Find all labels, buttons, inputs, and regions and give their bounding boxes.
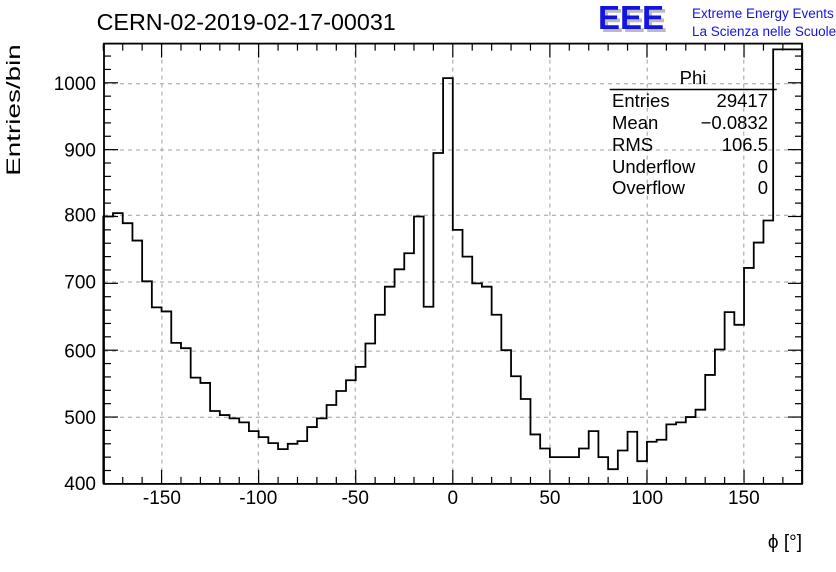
svg-text:Overflow: Overflow — [612, 177, 686, 198]
svg-text:RMS: RMS — [612, 134, 653, 155]
svg-text:50: 50 — [539, 488, 560, 509]
svg-text:0: 0 — [758, 177, 768, 198]
svg-text:600: 600 — [64, 342, 96, 363]
svg-text:-150: -150 — [143, 488, 181, 509]
svg-text:100: 100 — [631, 488, 663, 509]
svg-text:900: 900 — [64, 141, 96, 162]
svg-text:0: 0 — [448, 488, 459, 509]
svg-text:0: 0 — [758, 156, 768, 177]
svg-text:150: 150 — [728, 488, 760, 509]
svg-text:ϕ [°]: ϕ [°] — [768, 532, 802, 553]
svg-text:800: 800 — [64, 206, 96, 227]
svg-text:Phi: Phi — [680, 67, 707, 88]
svg-text:-100: -100 — [239, 488, 277, 509]
svg-text:Entries: Entries — [612, 90, 670, 111]
svg-text:La Scienza nelle Scuole: La Scienza nelle Scuole — [692, 24, 836, 39]
svg-text:29417: 29417 — [717, 90, 768, 111]
svg-text:CERN-02-2019-02-17-00031: CERN-02-2019-02-17-00031 — [97, 9, 396, 35]
svg-text:400: 400 — [64, 474, 96, 495]
svg-text:700: 700 — [64, 273, 96, 294]
svg-text:-50: -50 — [341, 488, 368, 509]
svg-text:Extreme Energy Events: Extreme Energy Events — [692, 6, 834, 21]
svg-text:106.5: 106.5 — [722, 134, 768, 155]
svg-text:Mean: Mean — [612, 112, 658, 133]
svg-text:Underflow: Underflow — [612, 156, 696, 177]
svg-text:EEE: EEE — [598, 0, 664, 36]
svg-text:Entries/bin: Entries/bin — [4, 44, 25, 176]
svg-text:−0.0832: −0.0832 — [701, 112, 768, 133]
svg-text:500: 500 — [64, 408, 96, 429]
svg-text:1000: 1000 — [54, 74, 96, 95]
